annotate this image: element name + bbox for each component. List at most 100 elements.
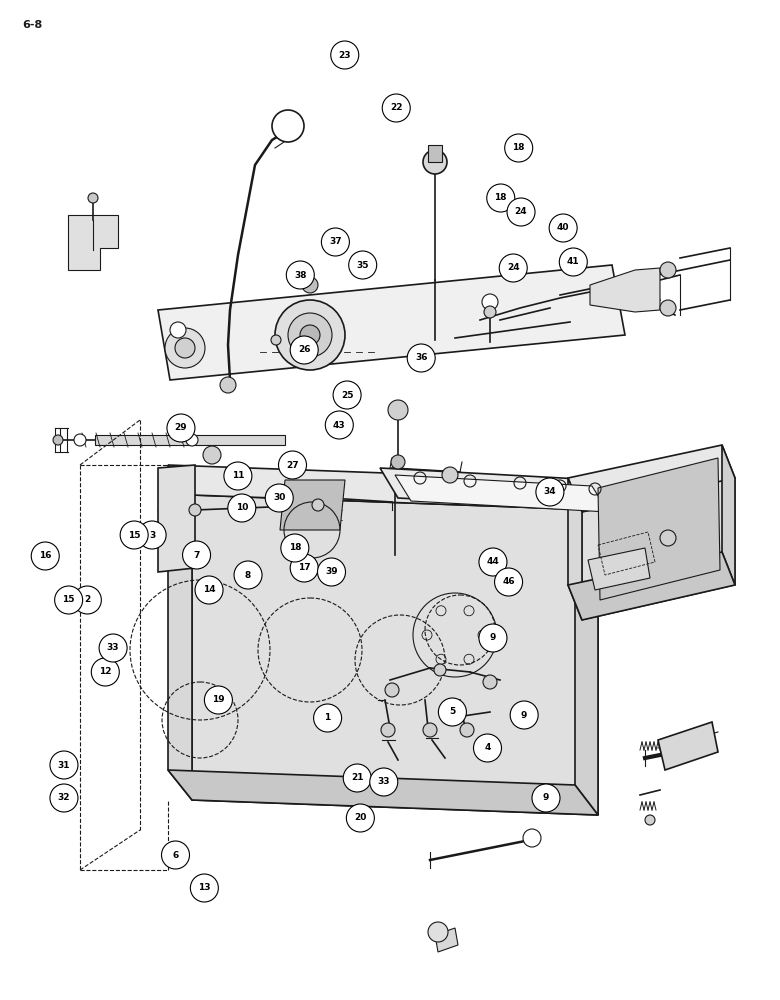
Text: 34: 34 <box>544 488 556 496</box>
Text: 12: 12 <box>99 668 112 676</box>
Circle shape <box>203 446 221 464</box>
Text: 38: 38 <box>294 270 307 279</box>
Circle shape <box>312 499 324 511</box>
Circle shape <box>53 435 63 445</box>
Polygon shape <box>568 445 735 512</box>
Text: 41: 41 <box>567 257 580 266</box>
Circle shape <box>74 434 86 446</box>
Circle shape <box>99 634 127 662</box>
Text: 26: 26 <box>298 346 310 355</box>
Polygon shape <box>582 478 735 620</box>
Polygon shape <box>68 215 118 270</box>
Circle shape <box>343 764 371 792</box>
Circle shape <box>50 751 78 779</box>
Text: 21: 21 <box>351 774 363 782</box>
Circle shape <box>438 698 466 726</box>
Circle shape <box>423 150 447 174</box>
Circle shape <box>290 336 318 364</box>
Text: 9: 9 <box>490 634 496 643</box>
Polygon shape <box>395 475 608 512</box>
Text: 32: 32 <box>58 794 70 802</box>
Circle shape <box>349 251 377 279</box>
Circle shape <box>388 400 408 420</box>
Circle shape <box>532 784 560 812</box>
Polygon shape <box>280 480 345 530</box>
Circle shape <box>660 530 676 546</box>
Circle shape <box>73 586 101 614</box>
Polygon shape <box>568 478 582 620</box>
Text: 39: 39 <box>325 568 338 576</box>
Polygon shape <box>722 445 735 585</box>
Circle shape <box>288 313 332 357</box>
Circle shape <box>442 467 458 483</box>
Text: 43: 43 <box>333 420 346 430</box>
Circle shape <box>523 829 541 847</box>
Polygon shape <box>192 495 598 815</box>
Circle shape <box>165 328 205 368</box>
Text: 7: 7 <box>193 550 200 560</box>
Text: 15: 15 <box>128 530 140 540</box>
Circle shape <box>423 723 437 737</box>
Text: 44: 44 <box>487 558 499 566</box>
Text: 16: 16 <box>39 552 51 560</box>
Text: 20: 20 <box>354 814 367 822</box>
Text: 9: 9 <box>543 794 549 802</box>
Circle shape <box>228 494 256 522</box>
Circle shape <box>281 534 309 562</box>
Text: 31: 31 <box>58 760 70 770</box>
Text: 9: 9 <box>521 710 527 720</box>
Polygon shape <box>168 465 192 800</box>
Polygon shape <box>168 770 598 815</box>
Polygon shape <box>168 465 598 510</box>
Polygon shape <box>568 552 735 620</box>
Text: 36: 36 <box>415 354 427 362</box>
Text: 46: 46 <box>502 578 515 586</box>
Circle shape <box>499 254 527 282</box>
Circle shape <box>482 294 498 310</box>
Circle shape <box>138 521 166 549</box>
Circle shape <box>204 686 232 714</box>
Circle shape <box>224 462 252 490</box>
Circle shape <box>190 874 218 902</box>
Circle shape <box>381 723 395 737</box>
Circle shape <box>317 558 346 586</box>
Text: 1: 1 <box>324 714 331 722</box>
Circle shape <box>234 561 262 589</box>
Text: 4: 4 <box>484 744 491 752</box>
Text: 11: 11 <box>232 472 244 481</box>
Circle shape <box>314 704 342 732</box>
Circle shape <box>370 768 398 796</box>
Text: 30: 30 <box>273 493 285 502</box>
Circle shape <box>382 94 410 122</box>
Circle shape <box>120 521 148 549</box>
Text: 33: 33 <box>107 644 119 652</box>
Circle shape <box>325 411 353 439</box>
Circle shape <box>559 248 587 276</box>
Circle shape <box>660 262 676 278</box>
Circle shape <box>645 815 655 825</box>
Polygon shape <box>95 435 285 445</box>
Circle shape <box>91 658 119 686</box>
Polygon shape <box>435 928 458 952</box>
Circle shape <box>286 261 314 289</box>
Text: 5: 5 <box>449 708 456 716</box>
Circle shape <box>31 542 59 570</box>
Text: 19: 19 <box>212 696 225 704</box>
Circle shape <box>407 344 435 372</box>
Polygon shape <box>598 458 720 600</box>
Text: 18: 18 <box>495 194 507 202</box>
Text: 6: 6 <box>172 850 179 859</box>
Text: 25: 25 <box>341 390 353 399</box>
Circle shape <box>167 414 195 442</box>
Text: 2: 2 <box>84 595 90 604</box>
Circle shape <box>265 484 293 512</box>
Circle shape <box>170 322 186 338</box>
Circle shape <box>220 377 236 393</box>
Polygon shape <box>575 480 598 815</box>
Circle shape <box>55 586 83 614</box>
Circle shape <box>507 198 535 226</box>
Circle shape <box>186 434 198 446</box>
Circle shape <box>88 193 98 203</box>
Circle shape <box>484 306 496 318</box>
Circle shape <box>331 41 359 69</box>
